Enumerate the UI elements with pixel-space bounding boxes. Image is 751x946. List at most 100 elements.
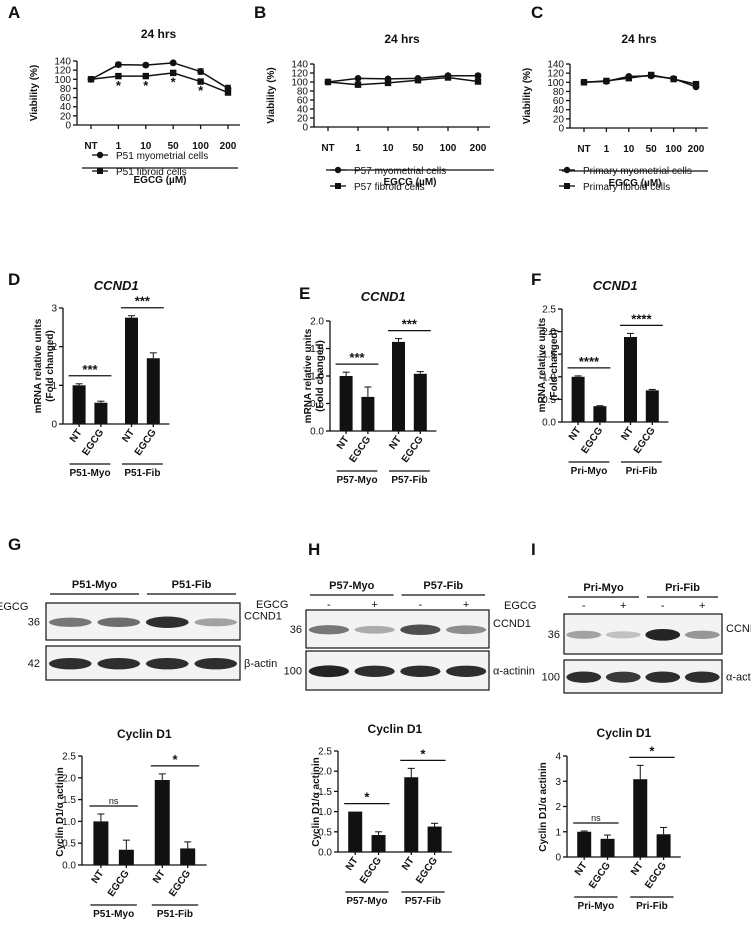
significance-label: *** <box>82 362 98 377</box>
bar <box>180 848 196 865</box>
group-label: P51-Myo <box>93 909 134 920</box>
bar <box>125 317 138 424</box>
y-tick-label: 2.0 <box>62 773 76 784</box>
group-label: Pri-Myo <box>571 466 608 477</box>
significance-label: ns <box>109 796 119 806</box>
y-tick-label: 60 <box>297 96 309 107</box>
y-axis-label: Cyclin D1/α actinin <box>538 762 549 852</box>
y-tick-label: 20 <box>297 114 309 125</box>
y-tick-label: 60 <box>553 96 565 107</box>
blot-group-label: P51-Myo <box>72 579 118 591</box>
significance-label: *** <box>402 317 418 332</box>
significance-label: ns <box>591 813 601 823</box>
x-tick-label: 100 <box>440 143 457 154</box>
x-tick-label: NT <box>400 855 417 872</box>
legend-label: Primary myometrial cells <box>583 166 692 177</box>
bar <box>339 376 353 431</box>
protein-band <box>145 616 189 628</box>
chart-title: CCND1 <box>94 278 139 293</box>
group-label: Pri-Fib <box>626 466 658 477</box>
protein-name-label: α-actinin <box>726 672 751 684</box>
molecular-weight-label: 100 <box>542 672 560 684</box>
x-tick-label: NT <box>619 425 636 442</box>
y-tick-label: 0 <box>51 420 57 431</box>
x-tick-label: 1 <box>355 143 361 154</box>
significance-marker: * <box>143 78 149 93</box>
group-label: P51-Fib <box>124 468 160 479</box>
bar <box>94 402 108 424</box>
molecular-weight-label: 42 <box>28 658 40 670</box>
x-tick-label: 1 <box>604 144 610 155</box>
x-axis-label: EGCG (µM) <box>384 177 437 188</box>
y-tick-label: 140 <box>547 60 564 71</box>
significance-label: * <box>172 752 178 767</box>
bar <box>571 376 585 422</box>
y-tick-label: 40 <box>297 105 309 116</box>
x-tick-label: EGCG <box>643 860 669 891</box>
x-tick-label: NT <box>90 868 107 885</box>
y-tick-label: 100 <box>547 78 564 89</box>
data-point-square <box>603 77 610 85</box>
y-tick-label: 60 <box>60 93 72 104</box>
y-tick-label: 80 <box>60 84 72 95</box>
x-tick-label: 200 <box>470 143 487 154</box>
chart-title: 24 hrs <box>141 27 177 41</box>
protein-band <box>145 657 189 670</box>
y-tick-label: 0 <box>65 121 71 132</box>
panel-label: E <box>299 284 310 303</box>
x-axis-label: EGCG (µM) <box>609 178 662 189</box>
protein-band <box>445 665 487 677</box>
panel-label: G <box>8 535 21 554</box>
protein-band <box>684 671 720 683</box>
x-tick-label: EGCG <box>358 855 384 886</box>
data-point-circle <box>169 59 177 67</box>
x-tick-label: NT <box>629 860 646 877</box>
data-point-square <box>474 78 482 85</box>
x-tick-label: NT <box>577 144 590 155</box>
x-tick-label: 100 <box>665 144 682 155</box>
y-tick-label: 1.5 <box>318 787 332 798</box>
y-axis-label: mRNA relative units <box>33 318 44 413</box>
y-tick-label: 1.5 <box>542 350 556 361</box>
western-blot-i: Pri-Myo Pri-Fib EGCG - + - +36 CCND1 100 α-actini… <box>504 582 751 694</box>
x-tick-label: EGCG <box>632 425 658 456</box>
bar <box>624 337 637 422</box>
group-label: P57-Myo <box>336 475 377 486</box>
blot-group-label: Pri-Fib <box>665 582 700 594</box>
protein-band <box>354 665 395 677</box>
chart-title: 24 hrs <box>621 32 657 46</box>
bar <box>593 406 607 422</box>
y-tick-label: 2.0 <box>542 327 556 338</box>
series-line <box>327 76 479 86</box>
protein-band <box>308 665 350 678</box>
y-tick-label: 120 <box>547 69 564 80</box>
blot-group-label: P51-Fib <box>172 579 212 591</box>
treatment-sign: + <box>463 599 469 611</box>
x-tick-label: EGCG <box>347 434 373 465</box>
treatment-sign: - <box>582 600 586 612</box>
data-point-square <box>670 75 677 83</box>
treatment-sign: + <box>699 600 705 612</box>
data-point-square <box>87 76 95 83</box>
y-axis-label: (Fold changed) <box>45 330 56 402</box>
y-tick-label: 2.5 <box>62 752 76 763</box>
legend-label: P51 fibroid cells <box>116 167 187 178</box>
data-point-square <box>170 69 177 77</box>
panel-label: F <box>531 270 541 289</box>
y-tick-label: 100 <box>291 78 308 89</box>
protein-band <box>645 628 681 641</box>
y-tick-label: 3 <box>555 777 561 788</box>
legend-label: P57 myometrial cells <box>354 166 446 177</box>
group-label: P57-Fib <box>391 475 427 486</box>
data-point-square <box>384 79 392 87</box>
y-tick-label: 2.0 <box>310 317 324 328</box>
legend-marker-square <box>564 183 570 189</box>
legend-label: P57 fibroid cells <box>354 182 425 193</box>
blot-group-label: Pri-Myo <box>583 582 624 594</box>
y-axis-label: (Fold changed) <box>315 340 326 412</box>
